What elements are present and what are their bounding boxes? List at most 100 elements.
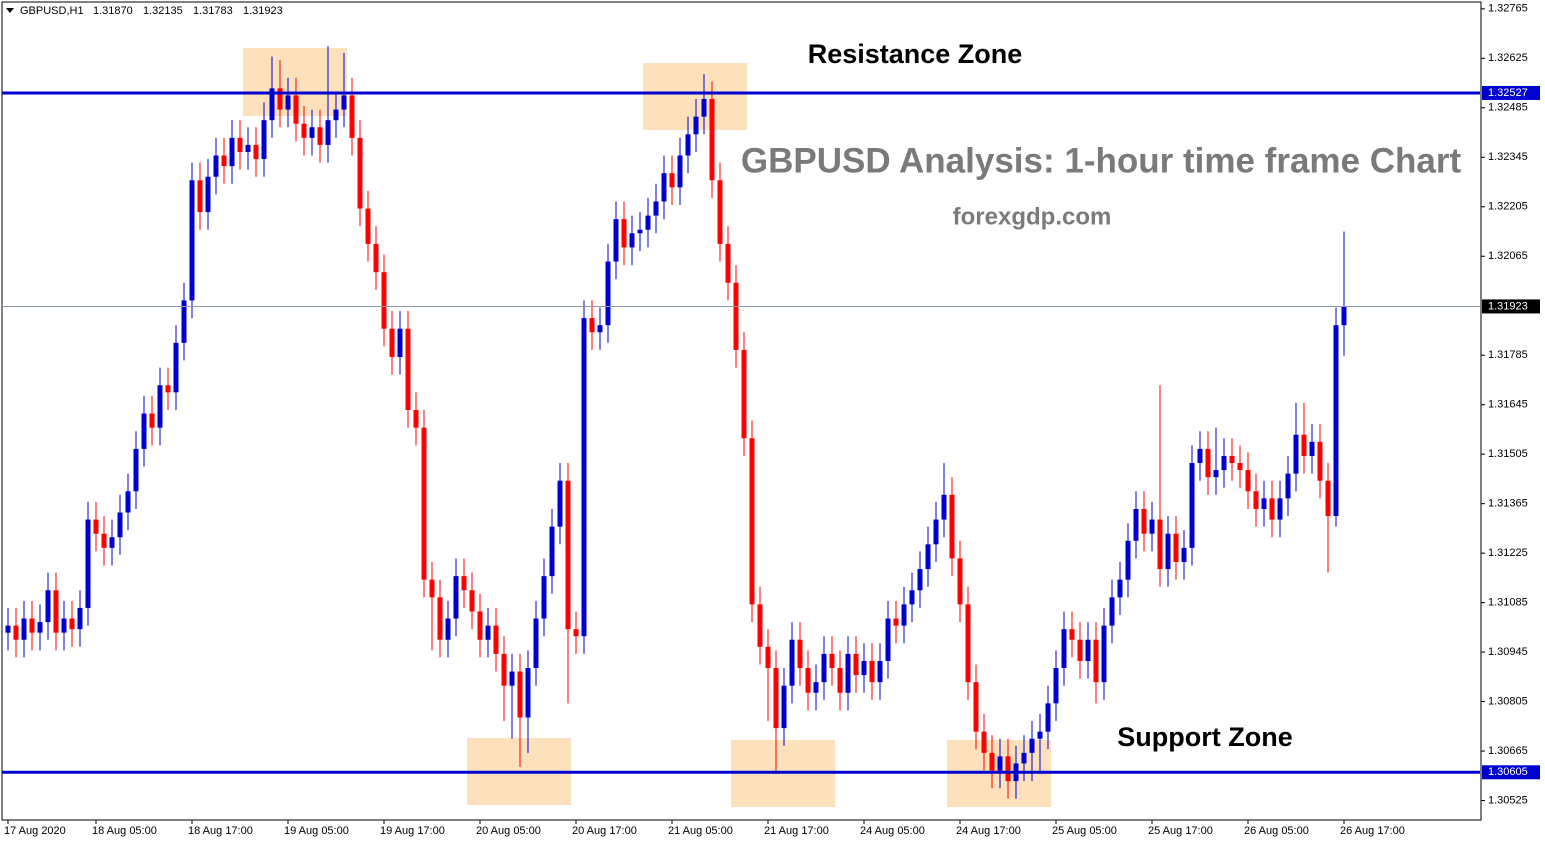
candle-body [637,229,643,234]
candle-body [373,243,379,273]
candle-body [501,653,507,686]
candle-body [1341,306,1347,326]
candle-body [717,180,723,244]
candle-body [173,342,179,393]
candle-body [125,491,131,513]
candle-body [1181,547,1187,562]
candle-body [1205,448,1211,478]
candle-body [197,180,203,213]
candle-body [541,576,547,619]
candle-body [1165,533,1171,570]
candle-body [213,155,219,177]
candle-body [661,173,667,202]
candle-body [877,660,883,683]
candle-body [957,558,963,605]
candle-body [365,208,371,244]
candle-body [645,215,651,230]
candle-body [493,625,499,654]
candle-body [1229,455,1235,464]
candle-body [277,88,283,110]
candle-body [629,233,635,248]
x-tick-label: 21 Aug 17:00 [764,825,829,837]
candle-body [397,328,403,357]
candle-body [741,349,747,439]
candle-body [853,653,859,676]
candle-body [653,201,659,216]
candle-body [205,176,211,213]
candle-body [245,144,251,152]
candle-body [525,668,531,718]
candle-body [621,219,627,248]
x-tick-label: 24 Aug 05:00 [860,825,925,837]
candle-body [293,95,299,124]
candle-body [149,413,155,428]
candle-body [581,318,587,637]
candle-body [1221,455,1227,471]
candle-body [221,155,227,167]
y-tick-label: 1.30665 [1488,745,1528,757]
candle-body [573,629,579,637]
x-tick-label: 25 Aug 05:00 [1052,825,1117,837]
candle-body [1109,597,1115,626]
y-tick-label: 1.30525 [1488,794,1528,806]
candle-body [1301,434,1307,456]
candle-body [189,180,195,301]
candle-body [117,512,123,538]
annotation: Resistance Zone [808,39,1023,69]
candle-body [45,590,51,623]
candle-body [893,618,899,626]
candle-body [533,618,539,669]
candle-body [1245,470,1251,492]
candle-body [885,618,891,661]
candle-body [157,385,163,428]
candle-body [413,410,419,428]
candle-body [477,611,483,640]
candle-body [861,660,867,676]
x-tick-label: 19 Aug 05:00 [284,825,349,837]
candle-body [269,88,275,121]
x-tick-label: 21 Aug 05:00 [668,825,733,837]
candle-body [1077,639,1083,661]
annotation: Support Zone [1117,722,1292,752]
y-tick-label: 1.32625 [1488,52,1528,64]
plot-frame [1,1,1482,821]
candle-body [1333,325,1339,517]
candle-body [1149,519,1155,534]
candle-body [613,219,619,262]
candle-body [677,155,683,188]
candle-body [1069,629,1075,640]
candle-body [333,109,339,121]
candle-body [101,533,107,548]
candle-body [709,98,715,181]
candle-body [1037,731,1043,739]
candle-body [1157,519,1163,570]
y-tick-label: 1.32345 [1488,151,1528,163]
candle-body [949,494,955,559]
candle-body [53,590,59,633]
candle-body [357,137,363,209]
menu-arrow [6,8,14,13]
candle-body [933,519,939,545]
candle-body [597,325,603,333]
candle-body [325,120,331,145]
candle-body [1125,540,1131,580]
candle-body [1237,463,1243,471]
y-tick-label: 1.30805 [1488,696,1528,708]
candle-body [1101,625,1107,683]
candle-body [69,618,75,630]
candle-body [821,653,827,683]
candle-body [77,607,83,630]
candle-body [1029,738,1035,753]
candle-body [1293,434,1299,474]
price-label-box [1482,299,1540,314]
candle-body [557,480,563,527]
header-high: 1.32135 [143,5,183,17]
price-label-box [1482,765,1540,780]
candle-body [1317,441,1323,481]
candle-body [989,752,995,771]
x-tick-label: 18 Aug 05:00 [92,825,157,837]
candle-body [85,519,91,608]
candle-body [669,173,675,188]
